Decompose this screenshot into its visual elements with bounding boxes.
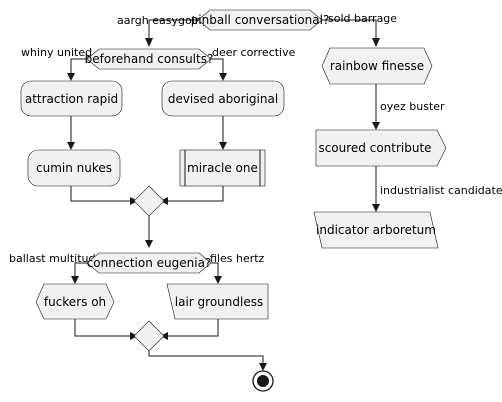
node-devised-shape [161, 80, 285, 117]
decision-pinball-shape [197, 9, 323, 31]
edge-merge-connection-arrow [145, 240, 153, 248]
node-miracle-shape [179, 149, 266, 187]
node-fuckers-label: fuckers oh [44, 295, 106, 309]
edge-devised-miracle-arrow [219, 142, 227, 150]
decision-pinball-label: pinball conversational? [191, 13, 330, 27]
end-node [252, 370, 274, 392]
node-attraction-label: attraction rapid [25, 92, 118, 106]
node-indicator: indicator arboretum [313, 211, 439, 249]
node-lair: lair groundless [166, 283, 269, 320]
decision-connection-shape [86, 252, 212, 274]
edge-pinball-left-arrow [145, 38, 153, 47]
edge-beforehand-right [211, 58, 224, 76]
edge-attraction-cumin-arrow [67, 142, 75, 150]
edge-label-deer: deer corrective [212, 46, 296, 59]
end-node-inner [257, 375, 269, 387]
decision-beforehand: beforehand consults? [85, 48, 214, 70]
edge-label-sold: sold barrage [328, 12, 397, 25]
edge-scoured-indicator-arrow [372, 204, 380, 212]
edge-merge-end [148, 351, 264, 365]
edge-label-ballast: ballast multitude [9, 252, 102, 265]
edge-connection-left-arrow [71, 276, 79, 284]
edge-connection-left [74, 262, 87, 279]
decision-connection: connection eugenia? [86, 252, 212, 274]
node-scoured-label: scoured contribute [318, 141, 431, 155]
edge-connection-right [211, 262, 219, 279]
node-rainbow-shape [321, 47, 433, 85]
node-rainbow-label: rainbow finesse [330, 59, 424, 73]
edge-label-whiny: whiny united [21, 46, 92, 59]
edge-cumin-merge [70, 186, 133, 202]
decision-beforehand-shape [86, 48, 212, 70]
node-cumin: cumin nukes [27, 149, 121, 187]
merge-diamond-2 [133, 320, 165, 352]
edge-merge-end-arrow [259, 363, 267, 371]
node-scoured-shape [315, 129, 447, 167]
node-devised-label: devised aboriginal [168, 92, 278, 106]
node-lair-label: lair groundless [175, 295, 263, 309]
decision-connection-label: connection eugenia? [87, 256, 212, 270]
edge-fuckers-merge [74, 319, 133, 337]
edge-pinball-right [322, 19, 377, 40]
node-devised: devised aboriginal [161, 80, 285, 117]
decision-pinball: pinball conversational? [191, 9, 330, 31]
node-lair-shape [166, 283, 269, 320]
edge-rainbow-scoured-arrow [372, 122, 380, 130]
edge-lair-merge [165, 319, 219, 337]
edge-pinball-right-arrow [372, 38, 380, 47]
edge-pinball-left [148, 19, 198, 40]
node-miracle-label: miracle one [187, 161, 258, 175]
edges [67, 19, 380, 371]
edge-connection-right-arrow [214, 276, 222, 284]
decision-beforehand-label: beforehand consults? [85, 52, 214, 66]
node-fuckers-shape [35, 283, 115, 320]
node-attraction: attraction rapid [20, 80, 123, 117]
edge-label-aargh: aargh easygoing [117, 14, 209, 27]
edge-beforehand-left-arrow [67, 73, 75, 81]
node-miracle: miracle one [179, 149, 266, 187]
node-cumin-shape [27, 149, 121, 187]
edge-label-files: files hertz [210, 252, 265, 265]
node-cumin-label: cumin nukes [36, 161, 112, 175]
edge-miracle-merge [165, 186, 224, 202]
node-indicator-shape [313, 211, 439, 249]
edge-beforehand-right-arrow [219, 73, 227, 81]
merge-diamond-1 [133, 185, 165, 217]
node-attraction-shape [20, 80, 123, 117]
node-fuckers: fuckers oh [35, 283, 115, 320]
node-indicator-label: indicator arboretum [316, 223, 436, 237]
node-rainbow: rainbow finesse [321, 47, 433, 85]
edge-label-industrialist: industrialist candidates [380, 184, 502, 197]
edge-labels: aargh easygoing sold barrage whiny unite… [9, 12, 502, 265]
edge-label-oyez: oyez buster [380, 100, 445, 113]
edge-beforehand-left [70, 58, 87, 76]
node-scoured: scoured contribute [315, 129, 447, 167]
